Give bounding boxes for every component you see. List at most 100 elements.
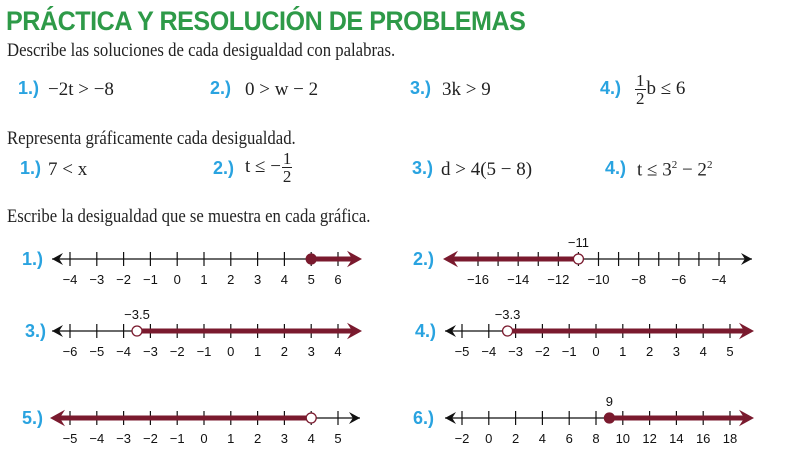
exponent: 2	[671, 159, 678, 171]
tick-label: −4	[63, 272, 78, 287]
tick-label: −4	[89, 431, 104, 446]
problem-number: 4.)	[605, 158, 627, 178]
tick-label: −12	[547, 272, 569, 287]
closed-point	[603, 412, 616, 424]
graph-number: 4.)	[415, 321, 436, 341]
page-title: PRÁCTICA Y RESOLUCIÓN DE PROBLEMAS	[6, 6, 526, 36]
open-point	[131, 325, 143, 337]
tick-label: −6	[671, 272, 686, 287]
tick-label: 2	[281, 344, 288, 359]
tick-label: −4	[712, 272, 727, 287]
point-label: −3.5	[124, 307, 150, 322]
inequality-expression: t ≤ −1 2	[245, 150, 293, 185]
open-point	[305, 412, 317, 424]
point-label: −11	[568, 235, 589, 250]
inequality-expression: 0 > w − 2	[245, 79, 319, 100]
numerator: 1	[281, 149, 293, 168]
tick-label: 3	[308, 344, 315, 359]
inequality-expression: d > 4(5 − 8)	[441, 159, 533, 180]
tick-label: −2	[116, 272, 131, 287]
problem-number: 3.)	[410, 78, 432, 98]
ray-arrow-right-icon	[739, 322, 754, 340]
tick-label: −2	[455, 431, 470, 446]
tick-label: −1	[170, 431, 185, 446]
expression-rest: t ≤ −	[245, 155, 281, 177]
tick-label: 10	[616, 431, 630, 446]
tick-label: −5	[89, 344, 104, 359]
tick-label: 3	[673, 344, 680, 359]
left-arrow-icon	[52, 252, 63, 266]
tick-label: −4	[481, 344, 496, 359]
tick-label: −4	[116, 344, 131, 359]
ray-arrow-right-icon	[347, 250, 362, 268]
left-arrow-icon	[52, 324, 63, 338]
tick-label: 12	[642, 431, 656, 446]
problem-number: 1.)	[20, 158, 42, 178]
right-arrow-icon	[741, 252, 752, 266]
tick-label: 4	[539, 431, 546, 446]
inequality-expression: 3k > 9	[442, 79, 491, 100]
left-arrow-icon	[445, 411, 456, 425]
right-arrow-icon	[349, 411, 360, 425]
expression-part: t ≤ 3	[637, 159, 672, 181]
tick-label: 2	[646, 344, 653, 359]
tick-label: 6	[566, 431, 573, 446]
tick-label: 0	[227, 344, 234, 359]
tick-label: 0	[592, 344, 599, 359]
tick-label: 8	[592, 431, 599, 446]
tick-label: 2	[512, 431, 519, 446]
problem-number: 2.)	[210, 78, 232, 98]
ray-arrow-right-icon	[739, 409, 754, 427]
inequality-expression: −2t > −8	[48, 79, 114, 100]
tick-label: −1	[143, 272, 158, 287]
tick-label: −14	[507, 272, 529, 287]
tick-label: 4	[334, 344, 341, 359]
tick-label: 18	[723, 431, 737, 446]
tick-label: −5	[455, 344, 470, 359]
tick-label: −8	[631, 272, 646, 287]
tick-label: −1	[562, 344, 577, 359]
point-label: 9	[606, 394, 613, 409]
tick-label: 3	[254, 272, 261, 287]
expression-part: − 2	[677, 159, 707, 181]
tick-label: 14	[669, 431, 683, 446]
tick-label: 4	[700, 344, 707, 359]
open-point	[501, 325, 514, 337]
graph-number: 3.)	[25, 321, 46, 341]
tick-label: 0	[200, 431, 207, 446]
tick-label: 4	[308, 431, 315, 446]
tick-label: −3	[508, 344, 523, 359]
problem-number: 3.)	[412, 158, 434, 178]
tick-label: −6	[63, 344, 78, 359]
exponent: 2	[706, 159, 713, 171]
ray-arrow-left-icon	[443, 250, 458, 268]
closed-point	[305, 253, 317, 265]
tick-label: −5	[63, 431, 78, 446]
expression-rest: b ≤ 6	[646, 77, 686, 99]
problem-number: 2.)	[213, 158, 235, 178]
instruction-graph: Representa gráficamente cada desigualdad…	[7, 128, 296, 149]
inequality-expression: 7 < x	[48, 159, 88, 180]
denominator: 2	[636, 89, 645, 108]
numerator: 1	[635, 71, 646, 90]
tick-label: 6	[334, 272, 341, 287]
tick-label: −3	[116, 431, 131, 446]
tick-label: −2	[535, 344, 550, 359]
tick-label: −3	[89, 272, 104, 287]
left-arrow-icon	[445, 324, 456, 338]
graph-number: 1.)	[22, 249, 43, 269]
tick-label: −16	[467, 272, 489, 287]
tick-label: 0	[174, 272, 181, 287]
tick-label: 2	[254, 431, 261, 446]
tick-label: 5	[308, 272, 315, 287]
graph-number: 5.)	[22, 408, 43, 428]
ray-arrow-left-icon	[50, 409, 65, 427]
tick-label: −3	[143, 344, 158, 359]
tick-label: −1	[197, 344, 212, 359]
tick-label: 1	[619, 344, 626, 359]
tick-label: 5	[726, 344, 733, 359]
